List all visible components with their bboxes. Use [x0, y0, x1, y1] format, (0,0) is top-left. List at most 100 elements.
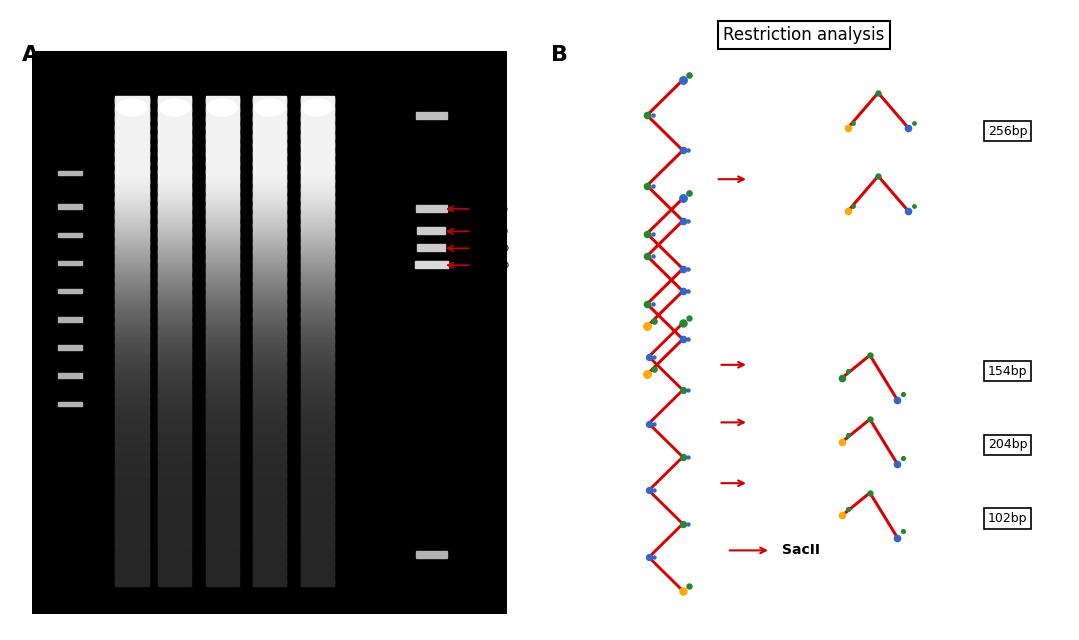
Bar	[159, 116, 191, 118]
Bar	[206, 482, 238, 484]
Bar	[115, 278, 149, 280]
Bar	[301, 392, 333, 394]
Bar	[159, 180, 191, 182]
Bar	[254, 292, 286, 293]
Bar	[301, 248, 333, 250]
Bar	[159, 471, 191, 472]
Bar	[159, 316, 191, 318]
Bar	[301, 381, 333, 382]
Text: 10pg: 10pg	[257, 58, 283, 68]
Bar	[115, 410, 149, 412]
Bar	[159, 357, 191, 358]
Bar	[115, 570, 149, 572]
Bar	[115, 422, 149, 424]
Bar	[115, 522, 149, 523]
Bar	[301, 499, 333, 500]
Bar	[115, 225, 149, 227]
Bar	[159, 547, 191, 549]
Bar	[159, 133, 191, 134]
Bar	[159, 154, 191, 156]
Bar	[301, 577, 333, 579]
Bar	[206, 411, 238, 413]
Bar	[115, 178, 149, 180]
Bar	[254, 563, 286, 565]
Bar	[301, 187, 333, 189]
Bar	[254, 464, 286, 466]
Bar	[206, 308, 238, 310]
Bar	[115, 368, 149, 370]
Bar	[159, 295, 191, 297]
Bar	[206, 571, 238, 573]
Bar	[301, 360, 333, 362]
Bar	[206, 142, 238, 143]
Bar	[159, 448, 191, 450]
Bar	[159, 141, 191, 143]
Bar	[159, 442, 191, 443]
Bar	[115, 488, 149, 490]
Bar	[301, 372, 333, 374]
Bar	[301, 488, 333, 490]
Bar	[206, 101, 238, 103]
Bar	[206, 111, 238, 113]
Bar	[115, 154, 149, 156]
Bar	[115, 455, 149, 457]
Bar	[301, 316, 333, 317]
Bar	[301, 569, 333, 570]
Bar	[301, 502, 333, 504]
Bar	[301, 228, 333, 230]
Bar	[254, 510, 286, 512]
Bar	[254, 424, 286, 425]
Bar	[254, 523, 286, 524]
Bar	[159, 504, 191, 506]
Bar	[206, 255, 238, 257]
Bar	[206, 582, 238, 584]
Bar	[254, 222, 286, 223]
Bar	[301, 250, 333, 252]
Bar	[416, 244, 446, 251]
Bar	[159, 406, 191, 407]
Bar	[254, 438, 286, 440]
Bar	[159, 532, 191, 534]
Bar	[115, 193, 149, 195]
Bar	[254, 305, 286, 307]
Bar	[159, 424, 191, 426]
Bar	[159, 390, 191, 392]
Bar	[206, 385, 238, 387]
Bar	[206, 376, 238, 378]
Bar	[301, 526, 333, 527]
Bar	[301, 532, 333, 534]
Bar	[301, 584, 333, 586]
Bar	[159, 259, 191, 260]
Bar	[115, 231, 149, 232]
Bar	[115, 124, 149, 125]
Bar	[159, 253, 191, 255]
Bar	[115, 340, 149, 342]
Bar	[159, 415, 191, 416]
Bar	[115, 277, 149, 279]
Bar	[159, 477, 191, 479]
Bar	[159, 491, 191, 493]
Bar	[206, 471, 238, 472]
Bar	[301, 383, 333, 385]
Bar	[254, 152, 286, 154]
Bar	[159, 199, 191, 201]
Bar	[301, 510, 333, 512]
Bar	[301, 198, 333, 200]
Bar	[206, 559, 238, 561]
Bar	[254, 253, 286, 255]
Bar	[206, 565, 238, 567]
Bar	[254, 320, 286, 321]
Bar	[301, 364, 333, 365]
Bar	[206, 151, 238, 152]
Bar	[159, 526, 191, 527]
Bar	[254, 440, 286, 442]
Bar	[206, 532, 238, 533]
Bar	[254, 420, 286, 422]
Bar	[301, 396, 333, 397]
Bar	[254, 474, 286, 476]
Bar	[115, 187, 149, 189]
Bar	[115, 159, 149, 161]
Bar	[254, 369, 286, 371]
Bar	[159, 483, 191, 485]
Bar	[301, 409, 333, 410]
